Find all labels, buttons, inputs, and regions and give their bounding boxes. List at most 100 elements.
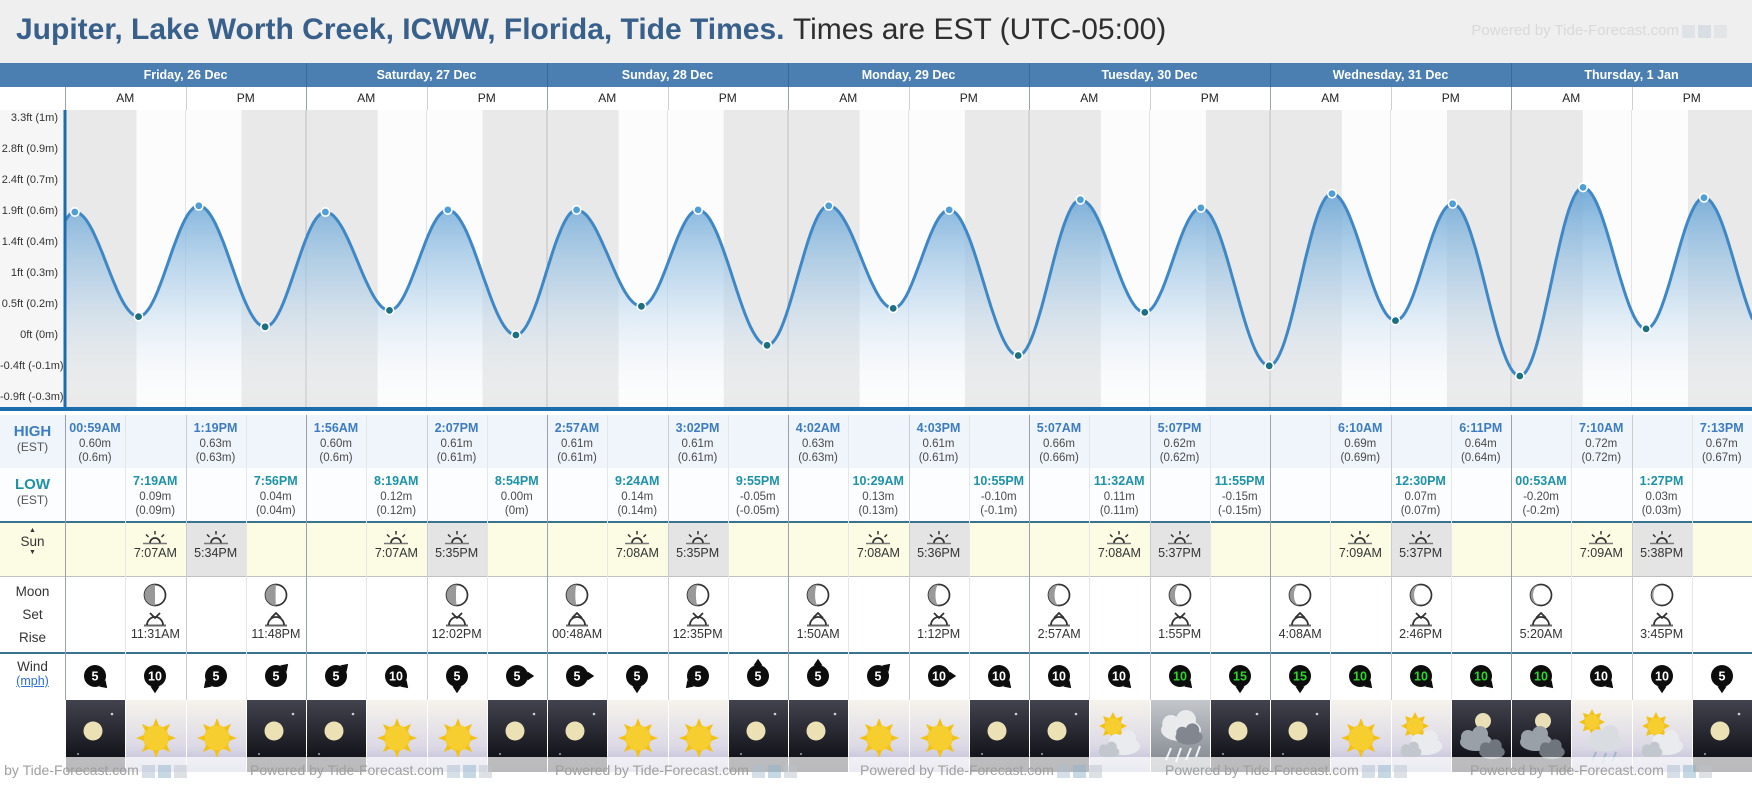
high-tide-time: 2:57AM bbox=[554, 421, 600, 435]
moon-set-time: 1:12PM bbox=[917, 627, 961, 641]
svg-text:5: 5 bbox=[815, 669, 822, 683]
tide-chart: 3.3ft (1m) 2.8ft (0.9m) 2.4ft (0.7m) 1.9ft … bbox=[0, 110, 1752, 415]
ampm-separator bbox=[306, 87, 307, 110]
table-grid-line bbox=[245, 415, 247, 700]
footer-watermark-icon bbox=[1682, 764, 1696, 778]
sun-horizon-icon bbox=[685, 531, 710, 545]
footer-watermark-icon bbox=[767, 764, 781, 778]
day-header-separator bbox=[1029, 63, 1030, 87]
wind-arrow-NE-icon: 5 bbox=[325, 663, 349, 687]
svg-text:10: 10 bbox=[1173, 669, 1187, 683]
moon-set-icon bbox=[1168, 612, 1191, 627]
low-tide-entry: 8:54PM 0.00m (0m) bbox=[487, 474, 547, 518]
footer-watermark-icon bbox=[751, 764, 765, 778]
ampm-subheader-row: AM PM AM PM AM PM AM PM AM PM AM PM AM PM bbox=[0, 87, 1752, 111]
sun-horizon-icon bbox=[444, 531, 469, 545]
sunrise-cell: 7:08AM bbox=[848, 529, 908, 560]
moon-rise-icon bbox=[807, 612, 830, 627]
moon-set-icon bbox=[686, 612, 709, 627]
low-tide-height-alt: (-0.15m) bbox=[1218, 505, 1262, 517]
high-tide-entry: 1:56AM 0.60m (0.6m) bbox=[306, 421, 366, 465]
high-tide-entry: 2:07PM 0.61m (0.61m) bbox=[427, 421, 487, 465]
high-tide-entry: 7:13PM 0.67m (0.67m) bbox=[1692, 421, 1752, 465]
tide-curve-svg bbox=[0, 110, 1752, 411]
wind-arrow-SE-icon: 10 bbox=[1108, 665, 1132, 689]
sunset-cell: 5:34PM bbox=[186, 529, 246, 560]
high-tide-height-alt: (0.67m) bbox=[1701, 452, 1742, 464]
page-title-row: Jupiter, Lake Worth Creek, ICWW, Florida… bbox=[0, 0, 1752, 48]
mph-unit-link[interactable]: (mph) bbox=[16, 674, 49, 688]
moon-rise-icon bbox=[1048, 612, 1071, 627]
high-tide-height-alt: (0.72m) bbox=[1581, 452, 1622, 464]
high-tide-height-alt: (0.69m) bbox=[1340, 452, 1381, 464]
footer-watermark: Powered by Tide-Forecast.com bbox=[1165, 762, 1407, 778]
table-grid-line bbox=[547, 415, 548, 700]
wind-arrow-E-icon: 5 bbox=[566, 665, 595, 687]
ampm-cell: AM bbox=[598, 91, 617, 105]
moon-phase-icon bbox=[1409, 583, 1432, 607]
footer-watermark-icon bbox=[1666, 764, 1680, 778]
footer-watermark-text: Powered by Tide-Forecast.com bbox=[0, 762, 139, 778]
footer-watermark: Powered by Tide-Forecast.com bbox=[250, 762, 492, 778]
moon-set-icon bbox=[445, 612, 468, 627]
wind-arrow-SE-icon: 10 bbox=[987, 665, 1012, 689]
table-grid-line bbox=[1511, 415, 1512, 700]
moon-phase-icon bbox=[1529, 583, 1553, 607]
sun-row-toggle[interactable]: ▲ Sun ▼ bbox=[0, 527, 65, 556]
footer-watermark-icon bbox=[157, 764, 171, 778]
ampm-separator bbox=[1631, 87, 1633, 110]
high-tide-time: 7:13PM bbox=[1699, 421, 1744, 435]
wind-badge: 15 bbox=[1282, 658, 1318, 694]
high-tide-height: 0.60m bbox=[320, 437, 352, 450]
wind-badge: 10 bbox=[1101, 658, 1137, 694]
svg-text:5: 5 bbox=[333, 669, 340, 683]
table-grid-line bbox=[1691, 415, 1693, 700]
moon-phase-icon bbox=[1047, 583, 1071, 607]
day-header-3: Monday, 29 Dec bbox=[861, 68, 956, 82]
high-tide-entry: 4:03PM 0.61m (0.61m) bbox=[909, 421, 969, 465]
moon-rise-icon bbox=[264, 612, 287, 627]
moon-event-cell: 11:31AM bbox=[125, 582, 185, 641]
footer-watermark: Powered by Tide-Forecast.com bbox=[0, 762, 187, 778]
table-grid-line bbox=[1571, 415, 1573, 700]
moon-rise-time: 5:20AM bbox=[1519, 627, 1563, 641]
moon-row-label: Moon Set Rise bbox=[15, 584, 50, 645]
table-grid-line bbox=[1089, 415, 1091, 700]
moon-row-bg bbox=[0, 577, 1752, 652]
high-tide-time: 5:07AM bbox=[1036, 421, 1082, 435]
high-tide-entry: 6:11PM 0.64m (0.64m) bbox=[1451, 421, 1511, 465]
table-grid-line bbox=[1330, 415, 1332, 700]
svg-text:5: 5 bbox=[574, 669, 581, 683]
watermark-icon bbox=[1714, 24, 1727, 38]
high-tide-time: 7:10AM bbox=[1579, 421, 1624, 435]
moon-phase-icon bbox=[806, 583, 830, 607]
sunrise-cell: 7:07AM bbox=[366, 529, 426, 560]
wind-arrow-SE-icon: 10 bbox=[1168, 665, 1192, 689]
low-tide-height: -0.20m bbox=[1523, 490, 1559, 503]
high-tide-height-alt: (0.6m) bbox=[319, 452, 353, 464]
ampm-separator bbox=[426, 87, 428, 110]
ampm-separator bbox=[547, 87, 548, 110]
y-axis-label: 3.3ft (1m) bbox=[10, 112, 58, 124]
footer-watermark-text: Powered by Tide-Forecast.com bbox=[1470, 762, 1664, 778]
moon-rise-icon bbox=[1289, 612, 1312, 627]
wind-badge: 10 bbox=[1644, 658, 1680, 694]
high-tide-time: 5:07PM bbox=[1157, 421, 1202, 435]
low-tide-time: 9:55PM bbox=[735, 474, 780, 488]
wind-badge: 5 bbox=[258, 658, 294, 694]
wind-row-bg bbox=[0, 652, 1752, 700]
low-tide-entry: 1:27PM 0.03m (0.03m) bbox=[1632, 474, 1692, 518]
moon-set-icon bbox=[1409, 612, 1432, 627]
ampm-separator bbox=[1149, 87, 1151, 110]
sun-horizon-icon bbox=[1348, 531, 1373, 545]
ampm-separator bbox=[788, 87, 789, 110]
svg-text:10: 10 bbox=[1655, 669, 1669, 683]
sunrise-cell: 7:09AM bbox=[1571, 529, 1631, 560]
high-tide-time: 3:02PM bbox=[675, 421, 720, 435]
moon-rise-time: 4:08AM bbox=[1278, 627, 1322, 641]
table-grid-line bbox=[968, 415, 970, 700]
low-tide-time: 10:55PM bbox=[973, 474, 1025, 488]
low-tide-time: 1:27PM bbox=[1639, 474, 1684, 488]
wind-badge: 5 bbox=[559, 658, 595, 694]
ampm-cell: PM bbox=[1200, 91, 1219, 105]
